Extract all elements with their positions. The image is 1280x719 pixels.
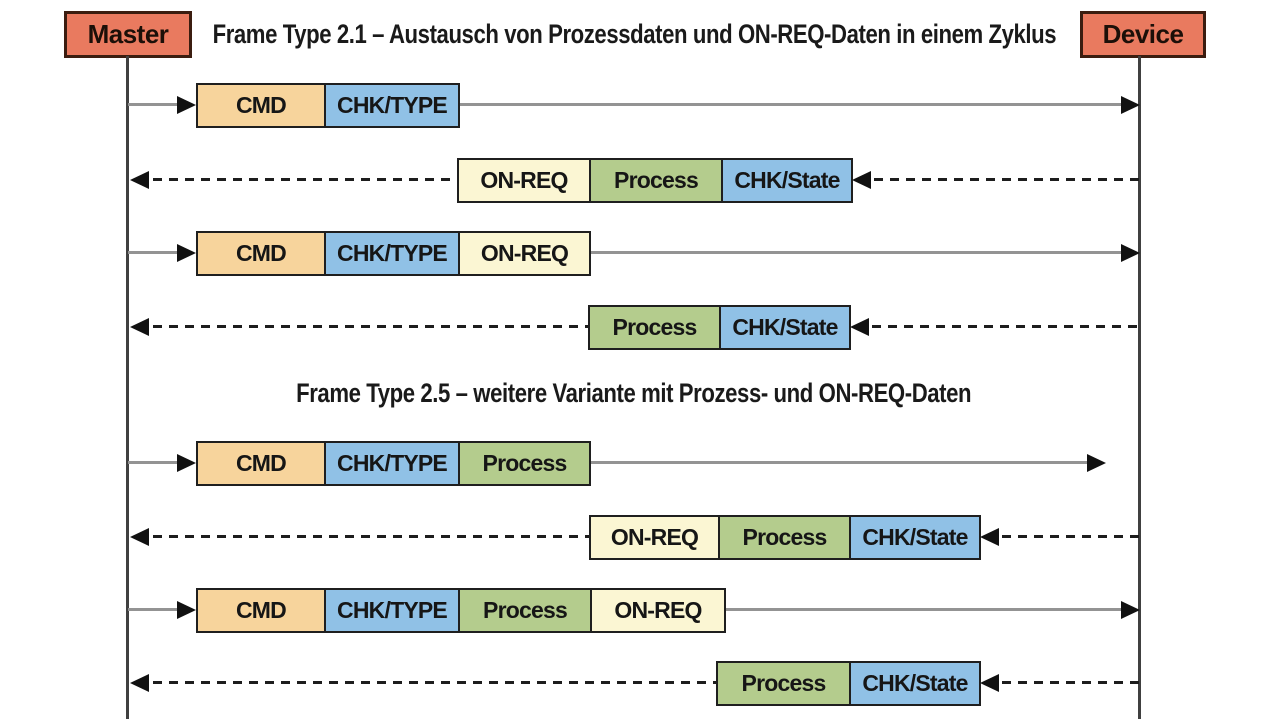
ft21-request-1-arrowhead-right	[1121, 96, 1140, 114]
ft21-response-1-arrowhead-left	[130, 171, 149, 189]
frame-box-chk-type: CHK/TYPE	[324, 231, 460, 276]
frame-box-process: Process	[588, 305, 721, 350]
ft25-response-2-arrowhead-left	[130, 674, 149, 692]
ft25-request-2-arrowhead-right	[1121, 601, 1140, 619]
frame-box-process: Process	[718, 515, 851, 560]
ft21-request-1-line-right	[458, 103, 1121, 106]
ft25-request-2-line-left	[128, 608, 177, 611]
ft21-response-1-arrowhead-mid	[852, 171, 871, 189]
frame-box-process: Process	[458, 588, 592, 633]
frame-box-process: Process	[716, 661, 851, 706]
frame-box-cmd: CMD	[196, 231, 326, 276]
frame-type-25-title: Frame Type 2.5 – weitere Variante mit Pr…	[128, 370, 1140, 416]
frame-box-on-req: ON-REQ	[458, 231, 591, 276]
ft25-request-1-line-left	[128, 461, 177, 464]
frame-type-21-title: Frame Type 2.1 – Austausch von Prozessda…	[192, 11, 1076, 57]
ft21-response-2-arrowhead-mid	[850, 318, 869, 336]
frame-box-cmd: CMD	[196, 83, 326, 128]
ft21-request-2-line-left	[128, 251, 177, 254]
ft25-response-1-arrowhead-mid	[980, 528, 999, 546]
ft21-response-2-arrowhead-left	[130, 318, 149, 336]
frame-box-process: Process	[589, 158, 723, 203]
frame-box-on-req: ON-REQ	[590, 588, 726, 633]
device-actor-box: Device	[1080, 11, 1206, 58]
frame-box-chk-state: CHK/State	[849, 515, 981, 560]
ft25-request-1-arrowhead-right	[1087, 454, 1106, 472]
ft25-request-2-line-right	[724, 608, 1121, 611]
ft25-request-1-arrowhead-left	[177, 454, 196, 472]
frame-type-21-title-text: Frame Type 2.1 – Austausch von Prozessda…	[212, 18, 1056, 49]
master-actor-box: Master	[64, 11, 192, 58]
frame-box-on-req: ON-REQ	[457, 158, 591, 203]
frame-box-chk-state: CHK/State	[719, 305, 851, 350]
frame-box-cmd: CMD	[196, 441, 326, 486]
ft21-response-1-line-right	[874, 178, 1140, 181]
ft21-request-1-arrowhead-left	[177, 96, 196, 114]
frame-box-cmd: CMD	[196, 588, 326, 633]
ft25-request-2-arrowhead-left	[177, 601, 196, 619]
frame-box-chk-state: CHK/State	[849, 661, 981, 706]
ft21-response-2-line-left	[153, 325, 590, 328]
frame-box-chk-type: CHK/TYPE	[324, 588, 460, 633]
ft21-response-2-line-right	[872, 325, 1140, 328]
ft21-response-1-line-left	[153, 178, 459, 181]
frame-type-25-title-text: Frame Type 2.5 – weitere Variante mit Pr…	[296, 377, 972, 408]
device-lifeline	[1138, 56, 1141, 719]
master-lifeline	[126, 56, 129, 719]
frame-box-chk-type: CHK/TYPE	[324, 441, 460, 486]
frame-box-on-req: ON-REQ	[589, 515, 720, 560]
ft25-response-1-line-right	[1002, 535, 1140, 538]
ft21-request-2-arrowhead-right	[1121, 244, 1140, 262]
ft25-response-2-line-right	[1002, 681, 1140, 684]
ft25-response-2-arrowhead-mid	[980, 674, 999, 692]
ft21-request-1-line-left	[128, 103, 177, 106]
ft25-response-1-arrowhead-left	[130, 528, 149, 546]
ft21-request-2-line-right	[589, 251, 1121, 254]
ft25-response-1-line-left	[153, 535, 591, 538]
frame-box-chk-type: CHK/TYPE	[324, 83, 460, 128]
frame-box-chk-state: CHK/State	[721, 158, 853, 203]
ft25-response-2-line-left	[153, 681, 718, 684]
frame-box-process: Process	[458, 441, 591, 486]
ft21-request-2-arrowhead-left	[177, 244, 196, 262]
ft25-request-1-line-right	[589, 461, 1087, 464]
